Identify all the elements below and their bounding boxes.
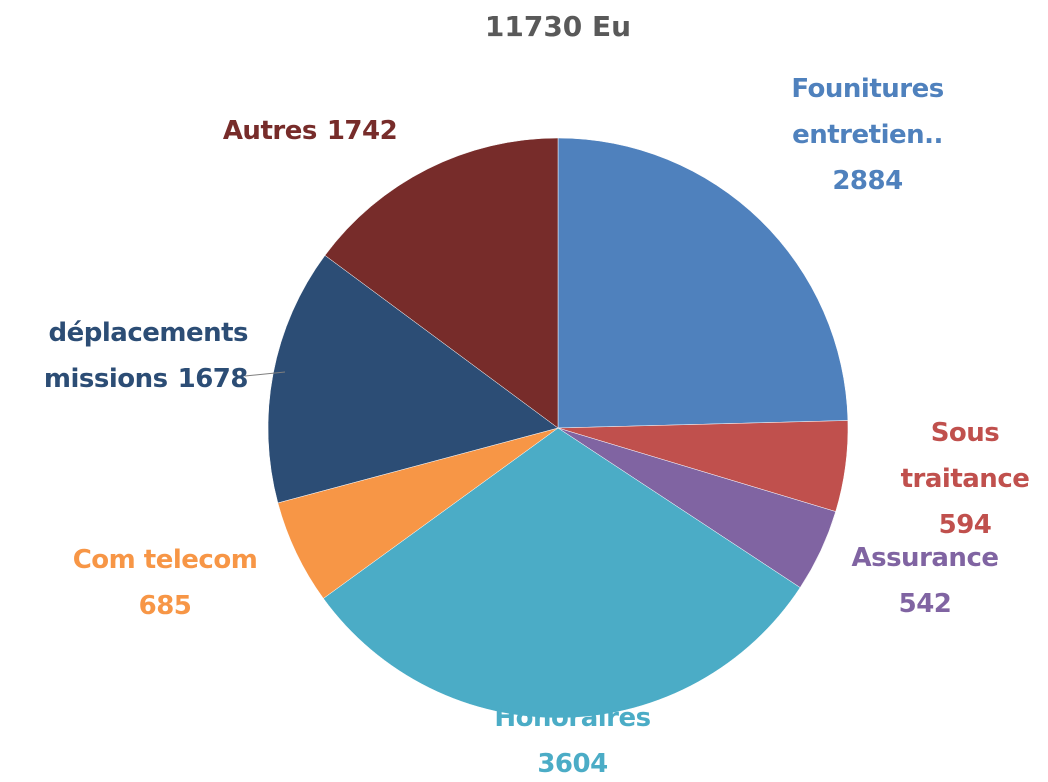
category-label: Founitures entretien.. xyxy=(791,74,944,150)
category-label: Com telecom xyxy=(72,545,258,575)
pie-slice xyxy=(557,137,849,429)
chart-title: 11730 Eu xyxy=(484,10,632,43)
value-label: 542 xyxy=(898,589,952,619)
category-label: Assurance xyxy=(851,543,999,573)
pie-slice xyxy=(323,427,801,719)
value-label: 3604 xyxy=(537,749,608,779)
pie-slice xyxy=(267,255,559,504)
value-label: 1742 xyxy=(326,116,398,146)
data-label: Honoraires 3604 xyxy=(460,695,685,782)
value-label: 685 xyxy=(138,591,192,621)
value-label: 1678 xyxy=(177,364,249,394)
category-label: Sous traitance xyxy=(900,418,1030,494)
data-label: Founitures entretien.. 2884 xyxy=(765,66,970,204)
data-label: Sous traitance 594 xyxy=(890,410,1040,548)
data-label: déplacements missions 1678 xyxy=(0,310,249,402)
value-label: 594 xyxy=(938,510,992,540)
data-label: Autres 1742 xyxy=(190,108,430,154)
category-label: déplacements missions xyxy=(43,318,249,394)
pie-slice xyxy=(324,137,559,429)
category-label: Autres xyxy=(222,116,318,146)
value-label: 2884 xyxy=(832,166,903,196)
leader-line xyxy=(244,371,286,377)
data-label: Assurance 542 xyxy=(830,535,1020,627)
data-label: Com telecom 685 xyxy=(45,537,285,629)
category-label: Honoraires xyxy=(494,703,651,733)
